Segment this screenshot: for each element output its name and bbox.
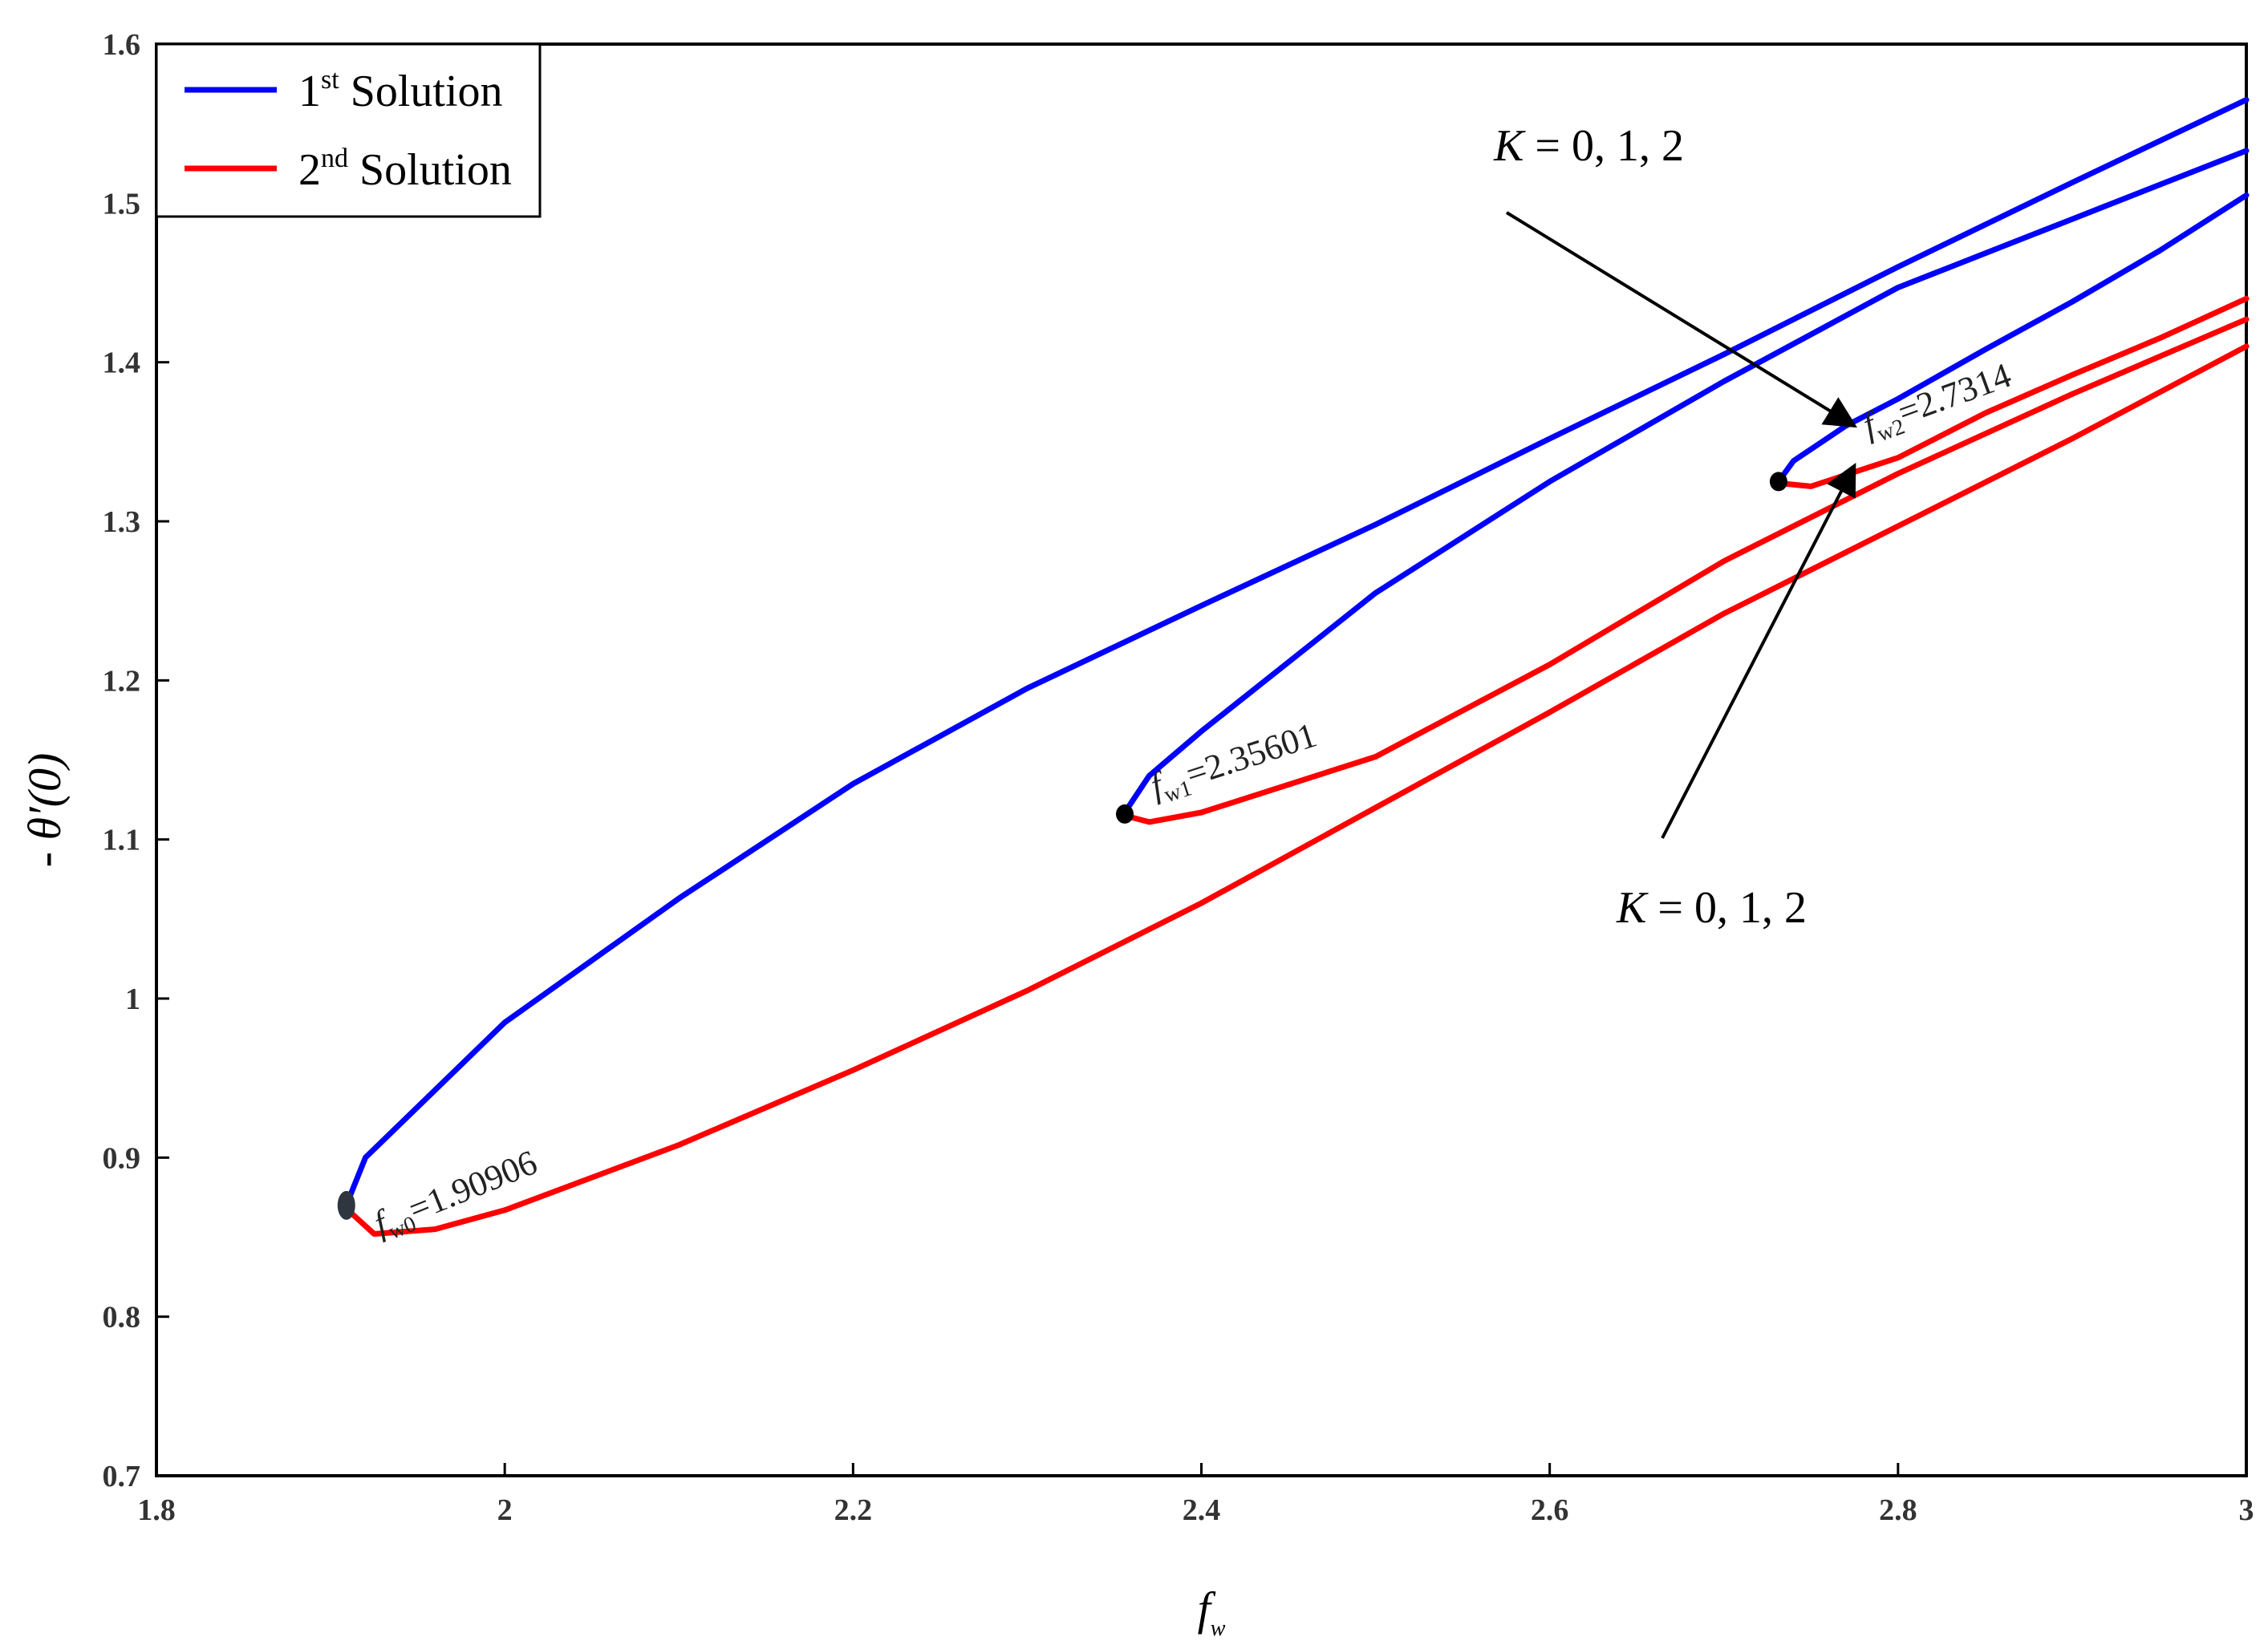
y-axis-title: - θ′(0): [18, 753, 71, 868]
legend-label-1-text: Solution: [339, 67, 503, 116]
legend-label-2-text: Solution: [348, 145, 512, 195]
y-tick-label: 0.9: [103, 1141, 141, 1175]
annotation-arrow: [1661, 463, 1856, 839]
annotation-label-var: K: [1493, 121, 1526, 171]
annotation-label-var: K: [1616, 883, 1649, 933]
x-tick-label: 2.2: [834, 1493, 873, 1527]
legend-label-1-num: 1: [298, 67, 321, 116]
annotation-label-text: = 0, 1, 2: [1523, 121, 1684, 171]
annotation-label: K = 0, 1, 2: [1616, 883, 1807, 933]
y-tick-label: 1.5: [103, 187, 141, 221]
y-tick-label: 0.8: [103, 1301, 141, 1335]
y-tick-label: 1.3: [103, 505, 141, 539]
x-tick-label: 2.4: [1183, 1493, 1221, 1527]
x-tick-label: 1.8: [137, 1493, 176, 1527]
series-line: [1775, 295, 2250, 489]
series-line: [343, 96, 2250, 1209]
series-lines: [343, 96, 2250, 1237]
series-line: [1122, 148, 2250, 816]
turning-point-marker: [1769, 472, 1787, 492]
series-line: [343, 343, 2250, 1237]
x-tick-label: 2.6: [1531, 1493, 1569, 1527]
annotation-arrow: [1505, 211, 1857, 428]
y-tick-label: 1.1: [103, 824, 141, 857]
y-axis-ticks: 0.7 0.8 0.9 1 1.1 1.2 1.3 1.4 1.5 1.6: [103, 28, 169, 1493]
turning-point-label: fw0=1.90906: [368, 1142, 545, 1248]
y-tick-label: 1: [125, 983, 140, 1016]
y-tick-label: 1.4: [103, 346, 141, 380]
legend-box: [155, 43, 542, 218]
turning-point-label: fw1=2.35601: [1146, 715, 1323, 811]
x-tick-label: 2: [497, 1493, 513, 1527]
series-line: [1775, 192, 2250, 484]
legend-label-2-sup: nd: [321, 144, 348, 173]
series-line: [1122, 316, 2250, 825]
x-tick-label: 2.8: [1879, 1493, 1917, 1527]
x-axis-title-sub: w: [1211, 1616, 1226, 1641]
turning-point-marker: [1116, 804, 1134, 824]
legend-label-2-num: 2: [298, 145, 321, 195]
annotations: K = 0, 1, 2K = 0, 1, 2: [1493, 121, 1857, 933]
y-tick-label: 0.7: [103, 1460, 141, 1493]
x-tick-label: 3: [2239, 1493, 2254, 1527]
turning-point-marker: [337, 1190, 355, 1220]
annotation-label-text: = 0, 1, 2: [1646, 883, 1807, 933]
x-axis-title: fw: [1198, 1582, 1226, 1641]
legend-label-1: 1st Solution: [298, 65, 503, 116]
legend-label-1-sup: st: [321, 65, 339, 95]
legend: 1st Solution 2nd Solution: [155, 43, 542, 218]
legend-label-2: 2nd Solution: [298, 144, 512, 195]
y-tick-label: 1.2: [103, 664, 141, 698]
x-axis-ticks: 1.8 2 2.2 2.4 2.6 2.8 3: [137, 1463, 2254, 1527]
y-tick-label: 1.6: [103, 28, 141, 62]
annotation-label: K = 0, 1, 2: [1493, 121, 1684, 171]
